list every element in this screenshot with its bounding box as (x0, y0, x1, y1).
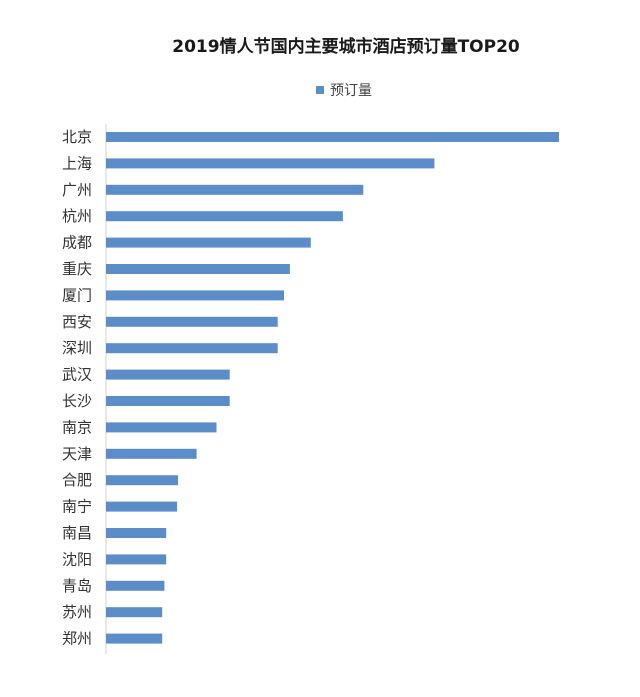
category-label-19: 苏州 (62, 603, 92, 621)
bar-8 (106, 316, 278, 327)
bar-19 (106, 607, 163, 618)
bar-11 (106, 396, 230, 406)
category-label-12: 南京 (62, 418, 92, 436)
bar-6 (106, 264, 290, 274)
bar-2 (106, 158, 435, 169)
bar-18 (106, 580, 165, 591)
category-label-6: 重庆 (62, 260, 92, 278)
category-label-13: 天津 (62, 445, 92, 463)
legend-label: 预订量 (330, 83, 372, 99)
category-label-9: 深圳 (62, 339, 92, 357)
category-label-15: 南宁 (62, 498, 92, 516)
category-label-14: 合肥 (62, 471, 92, 489)
category-label-3: 广州 (62, 181, 92, 199)
category-label-2: 上海 (62, 154, 92, 172)
bar-16 (106, 528, 167, 538)
bar-4 (106, 211, 343, 222)
bar-13 (106, 448, 197, 459)
bar-15 (106, 501, 178, 512)
bar-3 (106, 184, 364, 195)
legend: 预订量 (316, 83, 372, 99)
bars-group (106, 132, 559, 644)
bar-9 (106, 343, 278, 354)
category-label-7: 厦门 (62, 286, 92, 304)
bar-14 (106, 475, 178, 486)
bar-5 (106, 237, 311, 248)
category-label-17: 沈阳 (62, 550, 92, 568)
bar-20 (106, 633, 163, 644)
bar-10 (106, 369, 230, 380)
bar-12 (106, 422, 217, 433)
category-label-16: 南昌 (62, 524, 92, 542)
category-label-10: 武汉 (62, 366, 92, 384)
category-label-20: 郑州 (62, 630, 92, 648)
category-label-4: 杭州 (62, 207, 92, 225)
bar-7 (106, 290, 284, 301)
bar-1 (106, 132, 559, 142)
bar-17 (106, 554, 167, 565)
category-label-5: 成都 (62, 234, 92, 252)
chart-title: 2019情人节国内主要城市酒店预订量TOP20 (172, 36, 520, 57)
legend-swatch (316, 86, 324, 94)
category-label-1: 北京 (62, 128, 92, 146)
category-label-18: 青岛 (62, 577, 92, 595)
category-label-8: 西安 (62, 313, 92, 331)
category-label-11: 长沙 (62, 392, 92, 410)
